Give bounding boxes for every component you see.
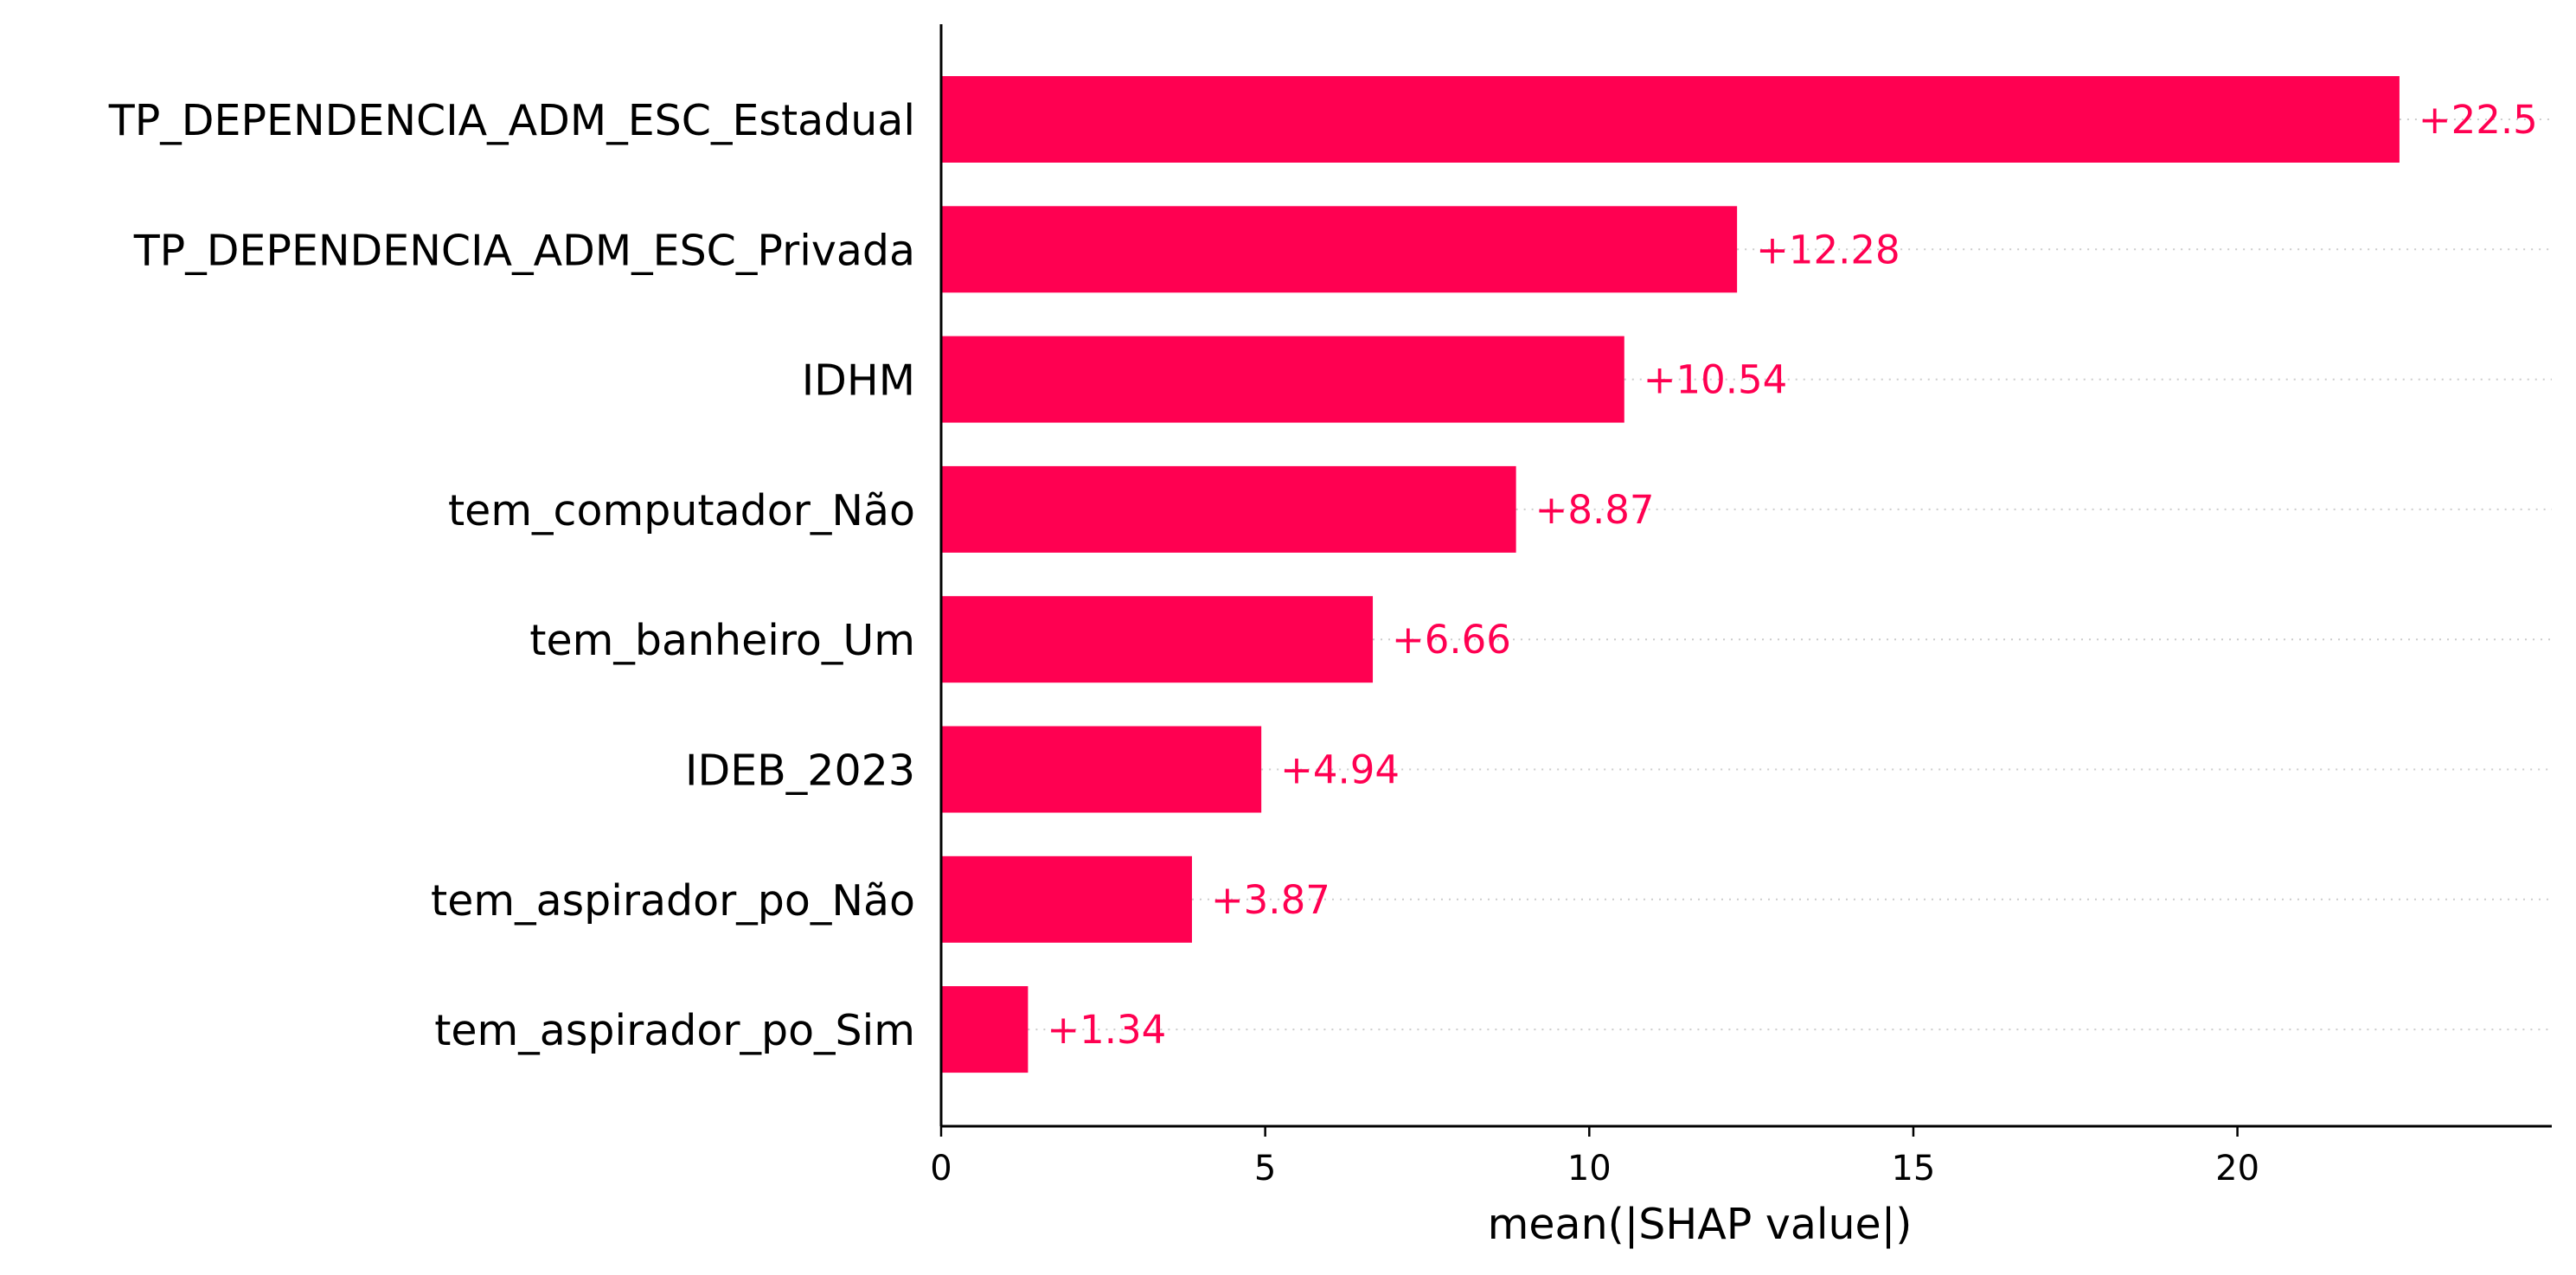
value-label: +6.66: [1392, 617, 1511, 663]
value-label: +8.87: [1535, 487, 1655, 533]
value-label: +10.54: [1644, 357, 1788, 403]
value-label: +4.94: [1280, 747, 1400, 793]
value-label: +22.5: [2419, 97, 2538, 143]
bar: [941, 206, 1738, 293]
x-tick-label: 10: [1567, 1149, 1612, 1189]
bar: [941, 76, 2400, 163]
feature-label: tem_banheiro_Um: [529, 616, 915, 665]
value-label: +3.87: [1211, 877, 1330, 923]
axes: [939, 24, 2552, 1128]
x-tick-label: 20: [2215, 1149, 2259, 1189]
bar: [941, 986, 1028, 1073]
guide-lines: [1028, 119, 2552, 1031]
bar: [941, 465, 1516, 553]
value-label: +1.34: [1047, 1007, 1166, 1053]
feature-label: IDEB_2023: [685, 746, 915, 796]
feature-labels: TP_DEPENDENCIA_ADM_ESC_Estadual TP_DEPEND…: [108, 96, 915, 1055]
bar: [941, 336, 1624, 423]
value-label: +12.28: [1756, 227, 1900, 272]
x-axis-title: mean(|SHAP value|): [1488, 1200, 1913, 1249]
bars: [941, 76, 2400, 1073]
x-ticks: 0 5 10 15 20: [930, 1126, 2259, 1189]
feature-label: tem_aspirador_po_Não: [431, 876, 915, 926]
value-labels: +22.5 +12.28 +10.54 +8.87 +6.66 +4.94 +3.87 +1.…: [1047, 97, 2537, 1053]
x-tick-label: 15: [1891, 1149, 1935, 1189]
bar: [941, 855, 1192, 943]
bar: [941, 726, 1262, 813]
feature-label: tem_computador_Não: [448, 486, 915, 535]
feature-label: IDHM: [802, 356, 915, 406]
x-tick-label: 5: [1254, 1149, 1276, 1189]
x-tick-label: 0: [930, 1149, 952, 1189]
feature-label: TP_DEPENDENCIA_ADM_ESC_Privada: [133, 226, 915, 275]
bar: [941, 596, 1374, 683]
feature-label: TP_DEPENDENCIA_ADM_ESC_Estadual: [108, 96, 915, 145]
feature-label: tem_aspirador_po_Sim: [434, 1006, 915, 1055]
